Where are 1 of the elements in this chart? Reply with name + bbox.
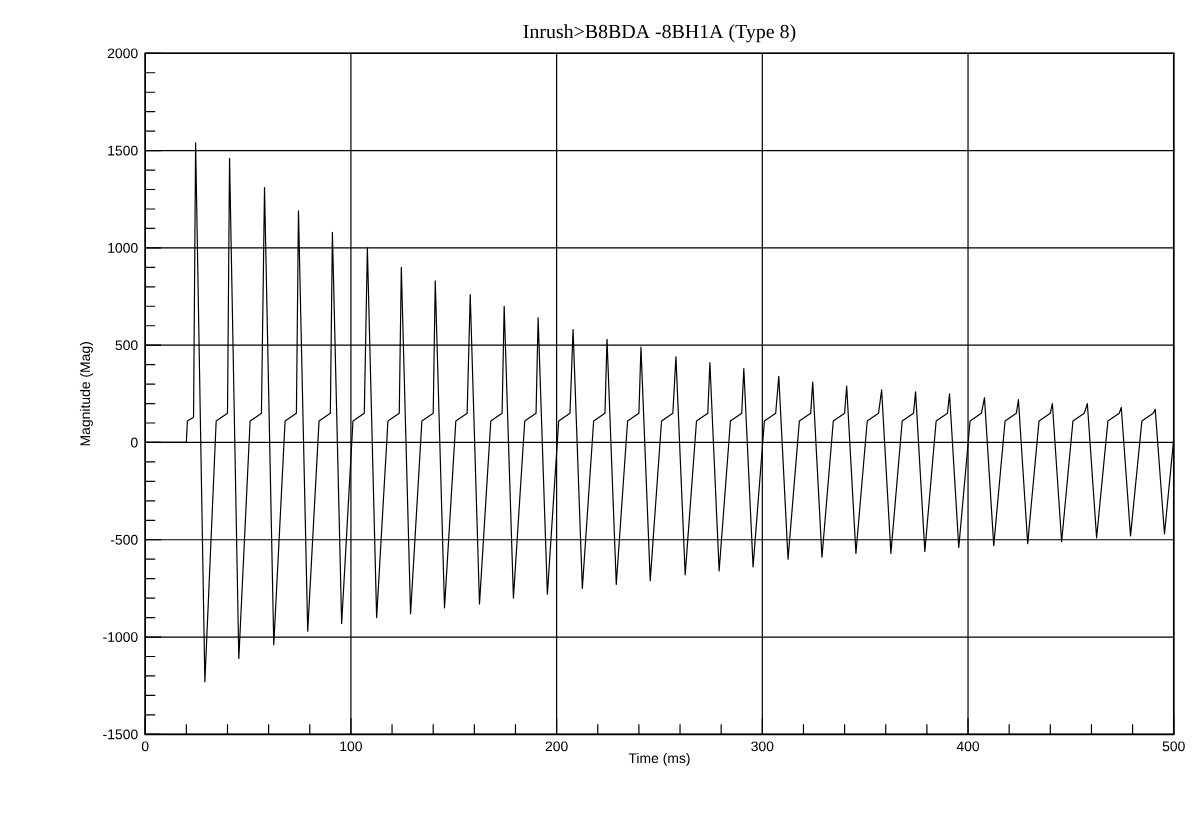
chart-title: Inrush>B8BDA -8BH1A (Type 8) — [523, 23, 796, 42]
